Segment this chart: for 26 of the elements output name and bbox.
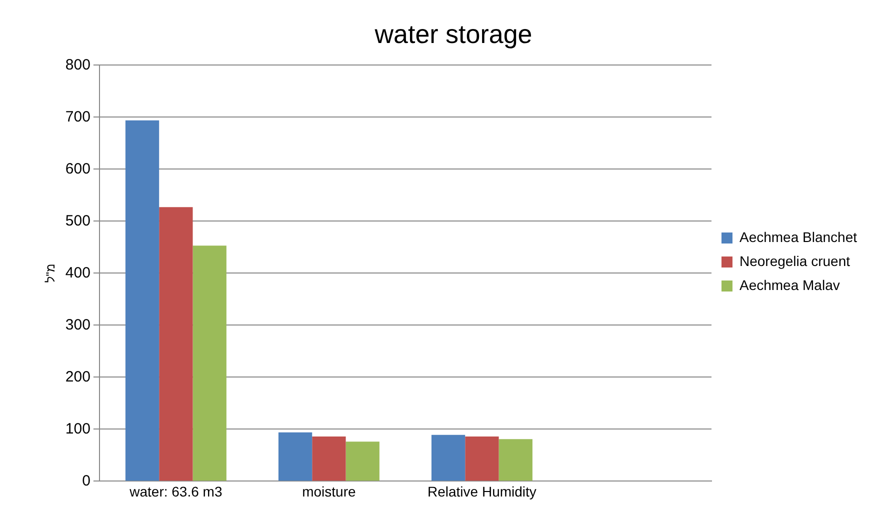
legend-label: Neoregelia cruent	[739, 252, 850, 269]
y-tick-label: 300	[65, 316, 90, 334]
x-tick-label: moisture	[302, 483, 356, 500]
y-tick-label: 0	[82, 472, 90, 490]
chart-title: water storage	[374, 18, 532, 49]
bar	[125, 120, 160, 481]
y-tick-label: 500	[65, 212, 90, 230]
bar	[278, 432, 312, 481]
y-tick-label: 200	[65, 368, 90, 386]
bar	[312, 436, 346, 481]
y-tick-label: 100	[65, 420, 90, 438]
legend-label: Aechmea Blanchet	[739, 228, 858, 245]
legend-label: Aechmea Malav	[739, 276, 840, 293]
y-tick-label: 600	[65, 160, 90, 178]
y-tick-label: 400	[65, 264, 90, 282]
bar	[192, 246, 226, 481]
bar	[498, 439, 532, 481]
bar	[431, 434, 466, 481]
x-tick-label: water: 63.6 m3	[128, 483, 222, 500]
x-tick-label: Relative Humidity	[427, 483, 536, 500]
y-axis-title: מ"ל	[44, 264, 58, 283]
y-tick-label: 800	[65, 56, 90, 74]
bar	[465, 436, 499, 481]
y-tick-label: 700	[65, 108, 90, 126]
bar	[159, 207, 193, 481]
bar	[346, 442, 380, 481]
